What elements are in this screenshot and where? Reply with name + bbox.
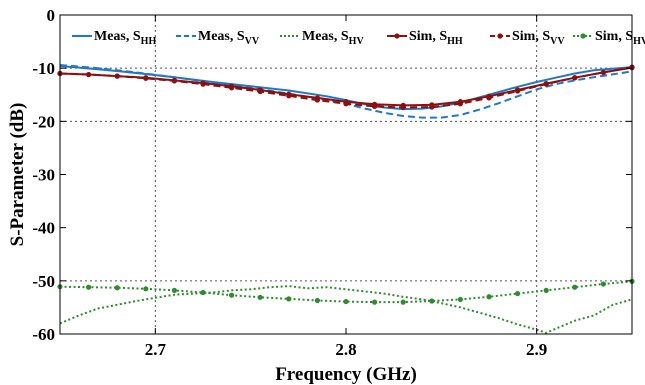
- series-sim-svv: [57, 65, 634, 111]
- data-point: [286, 296, 291, 301]
- data-point: [229, 293, 234, 298]
- axes-frame: [60, 15, 632, 334]
- series-lines: [57, 65, 634, 333]
- legend-item: Sim, SHV: [573, 29, 645, 47]
- legend-label: Meas, SHV: [302, 29, 364, 47]
- data-point: [258, 89, 263, 94]
- data-point: [172, 78, 177, 83]
- legend-label-subscript: HV: [349, 36, 365, 47]
- data-point: [372, 300, 377, 305]
- data-point: [429, 298, 434, 303]
- series-line: [60, 286, 632, 333]
- axis-ticks: 0 -10 -20 -30 -40 -50 -60 2.7 2.8 2.9: [32, 6, 632, 359]
- legend-label-subscript: HH: [141, 36, 157, 47]
- legend-label: Sim, SHH: [409, 29, 463, 47]
- legend-item: Meas, SHV: [280, 29, 364, 47]
- legend-item: Meas, SHH: [72, 29, 156, 47]
- data-point: [315, 97, 320, 102]
- x-tick-label: 2.9: [526, 340, 547, 359]
- data-point: [315, 298, 320, 303]
- data-point: [372, 104, 377, 109]
- y-tick-label: -40: [32, 219, 55, 238]
- data-point: [86, 72, 91, 77]
- data-point: [143, 286, 148, 291]
- data-point: [601, 70, 606, 75]
- legend-label-subscript: VV: [550, 36, 565, 47]
- legend-marker: [394, 33, 399, 38]
- x-axis-title: Frequency (GHz): [275, 364, 417, 385]
- data-point: [572, 285, 577, 290]
- data-point: [343, 101, 348, 106]
- y-tick-label: 0: [47, 6, 56, 25]
- y-tick-label: -10: [32, 59, 55, 78]
- data-point: [601, 281, 606, 286]
- legend-label: Sim, SVV: [512, 29, 565, 47]
- y-tick-label: -60: [32, 325, 55, 344]
- legend-label-subscript: HH: [447, 36, 463, 47]
- legend-item: Sim, SVV: [490, 29, 565, 47]
- data-point: [401, 105, 406, 110]
- data-point: [200, 82, 205, 87]
- data-point: [429, 104, 434, 109]
- data-point: [515, 88, 520, 93]
- y-tick-label: -30: [32, 166, 55, 185]
- y-axis-title: S-Parameter (dB): [7, 103, 28, 247]
- data-point: [544, 82, 549, 87]
- data-point: [115, 285, 120, 290]
- data-point: [572, 75, 577, 80]
- series-meas-svv: [60, 65, 632, 118]
- data-point: [86, 285, 91, 290]
- series-line: [60, 65, 632, 118]
- legend-item: Meas, SVV: [176, 29, 260, 47]
- data-point: [286, 93, 291, 98]
- legend-label-subscript: VV: [245, 36, 260, 47]
- legend-label: Meas, SHH: [94, 29, 156, 47]
- data-point: [486, 95, 491, 100]
- legend-label: Meas, SVV: [198, 29, 260, 47]
- data-point: [515, 291, 520, 296]
- data-point: [458, 101, 463, 106]
- series-sim-shv: [57, 279, 634, 305]
- data-point: [401, 300, 406, 305]
- legend-marker: [580, 33, 585, 38]
- data-point: [229, 85, 234, 90]
- data-point: [486, 294, 491, 299]
- data-point: [115, 74, 120, 79]
- x-tick-label: 2.8: [335, 340, 356, 359]
- data-point: [544, 288, 549, 293]
- legend-item: Sim, SHH: [387, 29, 463, 47]
- series-meas-shv: [60, 286, 632, 333]
- y-tick-label: -50: [32, 272, 55, 291]
- legend-label: Sim, SHV: [595, 29, 645, 47]
- data-point: [200, 290, 205, 295]
- data-point: [143, 76, 148, 81]
- grid-lines: [60, 15, 632, 334]
- data-point: [258, 295, 263, 300]
- legend-marker: [497, 33, 502, 38]
- data-point: [172, 288, 177, 293]
- x-tick-label: 2.7: [145, 340, 167, 359]
- legend-label-subscript: HV: [633, 36, 645, 47]
- data-point: [458, 297, 463, 302]
- plot-area-frame: [60, 15, 632, 334]
- data-point: [343, 299, 348, 304]
- y-tick-label: -20: [32, 112, 55, 131]
- legend: Meas, SHH Meas, SVV Meas, SHV Sim, SHH Sim, …: [72, 29, 645, 47]
